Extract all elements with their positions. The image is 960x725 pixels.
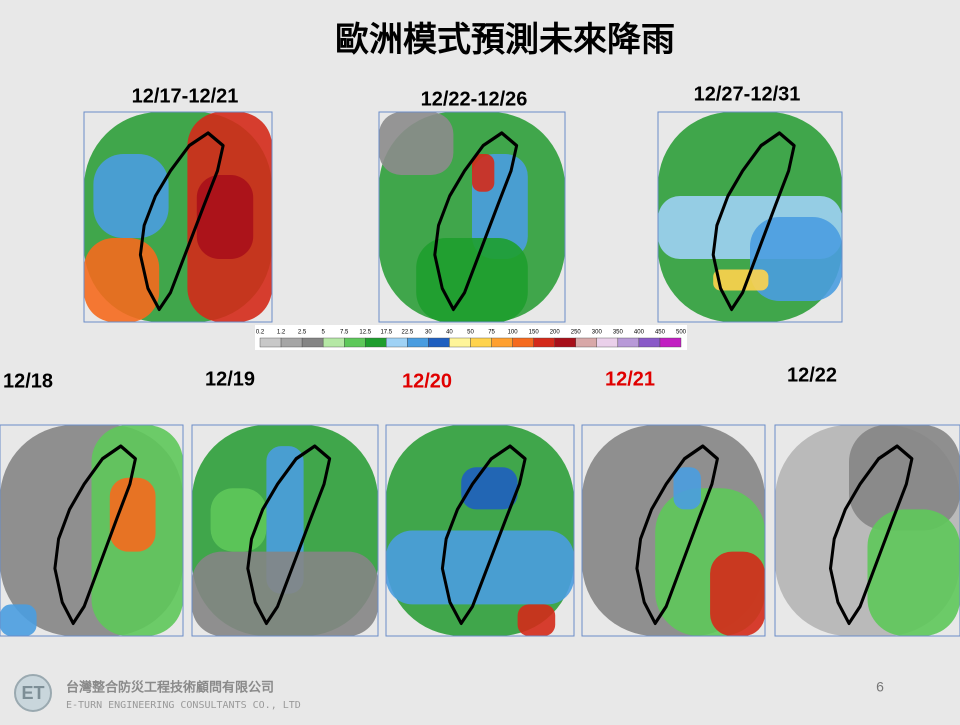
rain-area <box>518 604 556 636</box>
colorbar-tick-label: 350 <box>613 330 624 336</box>
colorbar-swatch <box>471 338 492 347</box>
rain-area <box>192 552 378 636</box>
rainfall-map <box>84 112 272 322</box>
rainfall-map <box>192 425 378 636</box>
rainfall-map <box>582 425 765 636</box>
day-label: 12/22 <box>787 364 837 386</box>
colorbar-tick-label: 50 <box>467 330 474 336</box>
map-layers <box>386 425 574 636</box>
company-name: 台灣整合防災工程技術顧問有限公司 <box>66 679 274 694</box>
rain-area <box>710 552 765 636</box>
day-label: 12/20 <box>402 370 452 392</box>
rain-area <box>93 154 168 238</box>
rainfall-map <box>0 425 183 636</box>
rain-area <box>472 154 494 192</box>
colorbar-tick-label: 2.5 <box>298 330 307 336</box>
rain-area <box>197 175 253 259</box>
colorbar-swatch <box>386 338 407 347</box>
colorbar-swatch <box>513 338 534 347</box>
map-layers <box>775 425 960 636</box>
colorbar-tick-label: 400 <box>634 330 645 336</box>
map-layers <box>0 425 183 636</box>
colorbar-swatch <box>660 338 681 347</box>
rain-area <box>110 478 156 552</box>
rainfall-map <box>775 425 960 636</box>
colorbar-tick-label: 100 <box>508 330 519 336</box>
colorbar-tick-label: 300 <box>592 330 603 336</box>
colorbar-swatch <box>428 338 449 347</box>
map-layers <box>379 112 565 322</box>
day-label: 12/18 <box>3 370 53 392</box>
colorbar-swatch <box>365 338 386 347</box>
colorbar-tick-label: 250 <box>571 330 582 336</box>
period-label: 12/27-12/31 <box>694 83 801 105</box>
day-label: 12/21 <box>605 368 655 390</box>
colorbar-tick-label: 0.2 <box>256 330 265 336</box>
colorbar-tick-label: 1.2 <box>277 330 286 336</box>
colorbar-swatch <box>639 338 660 347</box>
rain-area <box>416 238 528 322</box>
colorbar-tick-label: 7.5 <box>340 330 349 336</box>
colorbar-tick-label: 500 <box>676 330 687 336</box>
map-layers <box>192 425 378 636</box>
slide-title: 歐洲模式預測未來降雨 <box>335 21 675 59</box>
map-layers <box>582 425 765 636</box>
colorbar-swatch <box>618 338 639 347</box>
colorbar-swatch <box>407 338 428 347</box>
colorbar-swatch <box>576 338 597 347</box>
colorbar-swatch <box>449 338 470 347</box>
colorbar-tick-label: 22.5 <box>402 330 414 336</box>
colorbar-swatch <box>302 338 323 347</box>
rainfall-map <box>658 112 842 322</box>
colorbar-tick-label: 450 <box>655 330 666 336</box>
colorbar-swatch <box>534 338 555 347</box>
colorbar-swatch <box>260 338 281 347</box>
rainfall-map <box>379 112 565 322</box>
colorbar-tick-label: 30 <box>425 330 432 336</box>
map-layers <box>84 112 272 322</box>
day-label: 12/19 <box>205 368 255 390</box>
colorbar-tick-label: 17.5 <box>380 330 392 336</box>
page-number: 6 <box>876 679 884 695</box>
colorbar-tick-label: 150 <box>529 330 540 336</box>
rain-area <box>84 238 159 322</box>
period-label: 12/17-12/21 <box>132 85 239 107</box>
colorbar-tick-label: 200 <box>550 330 561 336</box>
rain-area <box>0 604 37 636</box>
rain-area <box>386 531 574 605</box>
colorbar-swatch <box>555 338 576 347</box>
colorbar-swatch <box>492 338 513 347</box>
colorbar-swatch <box>281 338 302 347</box>
rainfall-map <box>386 425 574 636</box>
rain-area <box>674 467 701 509</box>
period-label: 12/22-12/26 <box>421 88 528 110</box>
logo-mark: ET <box>21 683 44 703</box>
rain-area <box>379 112 453 175</box>
map-layers <box>658 112 842 322</box>
colorbar-tick-label: 12.5 <box>359 330 371 336</box>
colorbar-swatch <box>323 338 344 347</box>
colorbar-swatch <box>597 338 618 347</box>
colorbar-tick-label: 75 <box>488 330 495 336</box>
company-name-en: E-TURN ENGINEERING CONSULTANTS CO., LTD <box>66 700 301 711</box>
colorbar-tick-label: 40 <box>446 330 453 336</box>
rain-area <box>868 509 960 636</box>
colorbar-swatch <box>344 338 365 347</box>
